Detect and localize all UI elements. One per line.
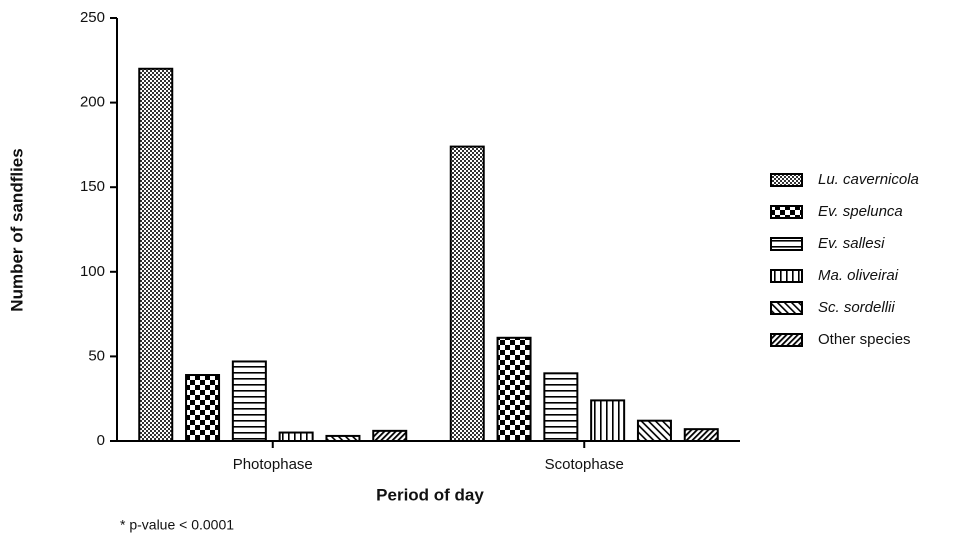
legend-swatch [770, 237, 803, 251]
x-tick-label: Scotophase [545, 456, 624, 473]
legend-swatch [770, 301, 803, 315]
legend-swatch [770, 269, 803, 283]
legend-label: Ma. oliveirai [818, 267, 899, 284]
y-tick-label: 200 [80, 94, 105, 111]
legend-label: Other species [818, 331, 911, 348]
x-axis-title: Period of day [376, 485, 484, 504]
bar [543, 372, 579, 443]
y-tick-label: 50 [88, 347, 105, 364]
bar [372, 429, 408, 442]
bar [325, 434, 361, 443]
bar [138, 67, 174, 442]
legend-swatch [770, 205, 803, 219]
bar [496, 336, 532, 442]
legend-label: Lu. cavernicola [818, 171, 919, 188]
x-tick-label: Photophase [233, 456, 313, 473]
bar [185, 374, 221, 442]
y-tick-label: 100 [80, 263, 105, 280]
legend-label: Ev. sallesi [818, 235, 885, 252]
legend-label: Ev. spelunca [818, 203, 903, 220]
annotation: * p-value < 0.0001 [120, 517, 234, 533]
bar [278, 431, 314, 443]
y-axis-title: Number of sandflies [7, 148, 26, 311]
legend-swatch [770, 173, 803, 187]
bar [636, 419, 672, 443]
bar [590, 399, 626, 442]
bar [231, 360, 267, 443]
legend-swatch [770, 333, 803, 347]
bar [449, 145, 485, 442]
legend-label: Sc. sordellii [818, 299, 895, 316]
bar [683, 428, 719, 443]
y-tick-label: 0 [97, 432, 105, 449]
y-tick-label: 250 [80, 9, 105, 26]
y-tick-label: 150 [80, 178, 105, 195]
